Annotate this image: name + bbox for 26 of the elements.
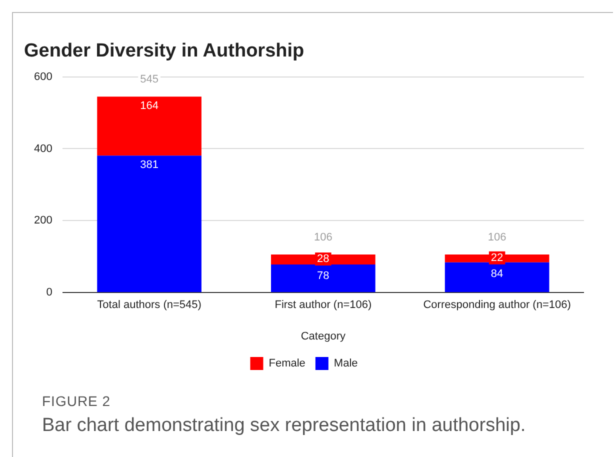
caption: FIGURE 2 xyxy=(42,393,112,409)
y-tick-label: 0 xyxy=(46,286,52,299)
text: Bar chart demonstrating sex representation in authorship. xyxy=(42,415,526,437)
data-label: 381 xyxy=(140,159,158,172)
data-label: 28 xyxy=(317,253,330,266)
legend-label: Male xyxy=(334,358,358,370)
total-label: 106 xyxy=(314,232,332,244)
data-label: 164 xyxy=(140,100,158,112)
bar xyxy=(444,262,550,292)
bar xyxy=(271,264,376,292)
bar xyxy=(97,96,202,156)
data-label: 22 xyxy=(490,252,504,264)
bar xyxy=(97,156,202,292)
data-label: 84 xyxy=(490,268,504,280)
y-tick-label: 200 xyxy=(34,214,52,227)
data-label: 78 xyxy=(317,270,330,282)
y-tick-label: 600 xyxy=(34,70,52,83)
x-tick-label: Corresponding author (n=106) xyxy=(423,299,571,312)
total-label: 545 xyxy=(140,74,158,86)
chart-title: Gender Diversity in Authorship xyxy=(24,40,304,62)
x-tick-label: Total authors (n=545) xyxy=(97,299,202,312)
legend-label: Female xyxy=(268,358,306,370)
x-axis-title: Category xyxy=(300,330,346,342)
x-tick-label: First author (n=106) xyxy=(274,299,372,312)
y-tick-label: 400 xyxy=(34,142,52,155)
total-label: 106 xyxy=(488,232,506,244)
